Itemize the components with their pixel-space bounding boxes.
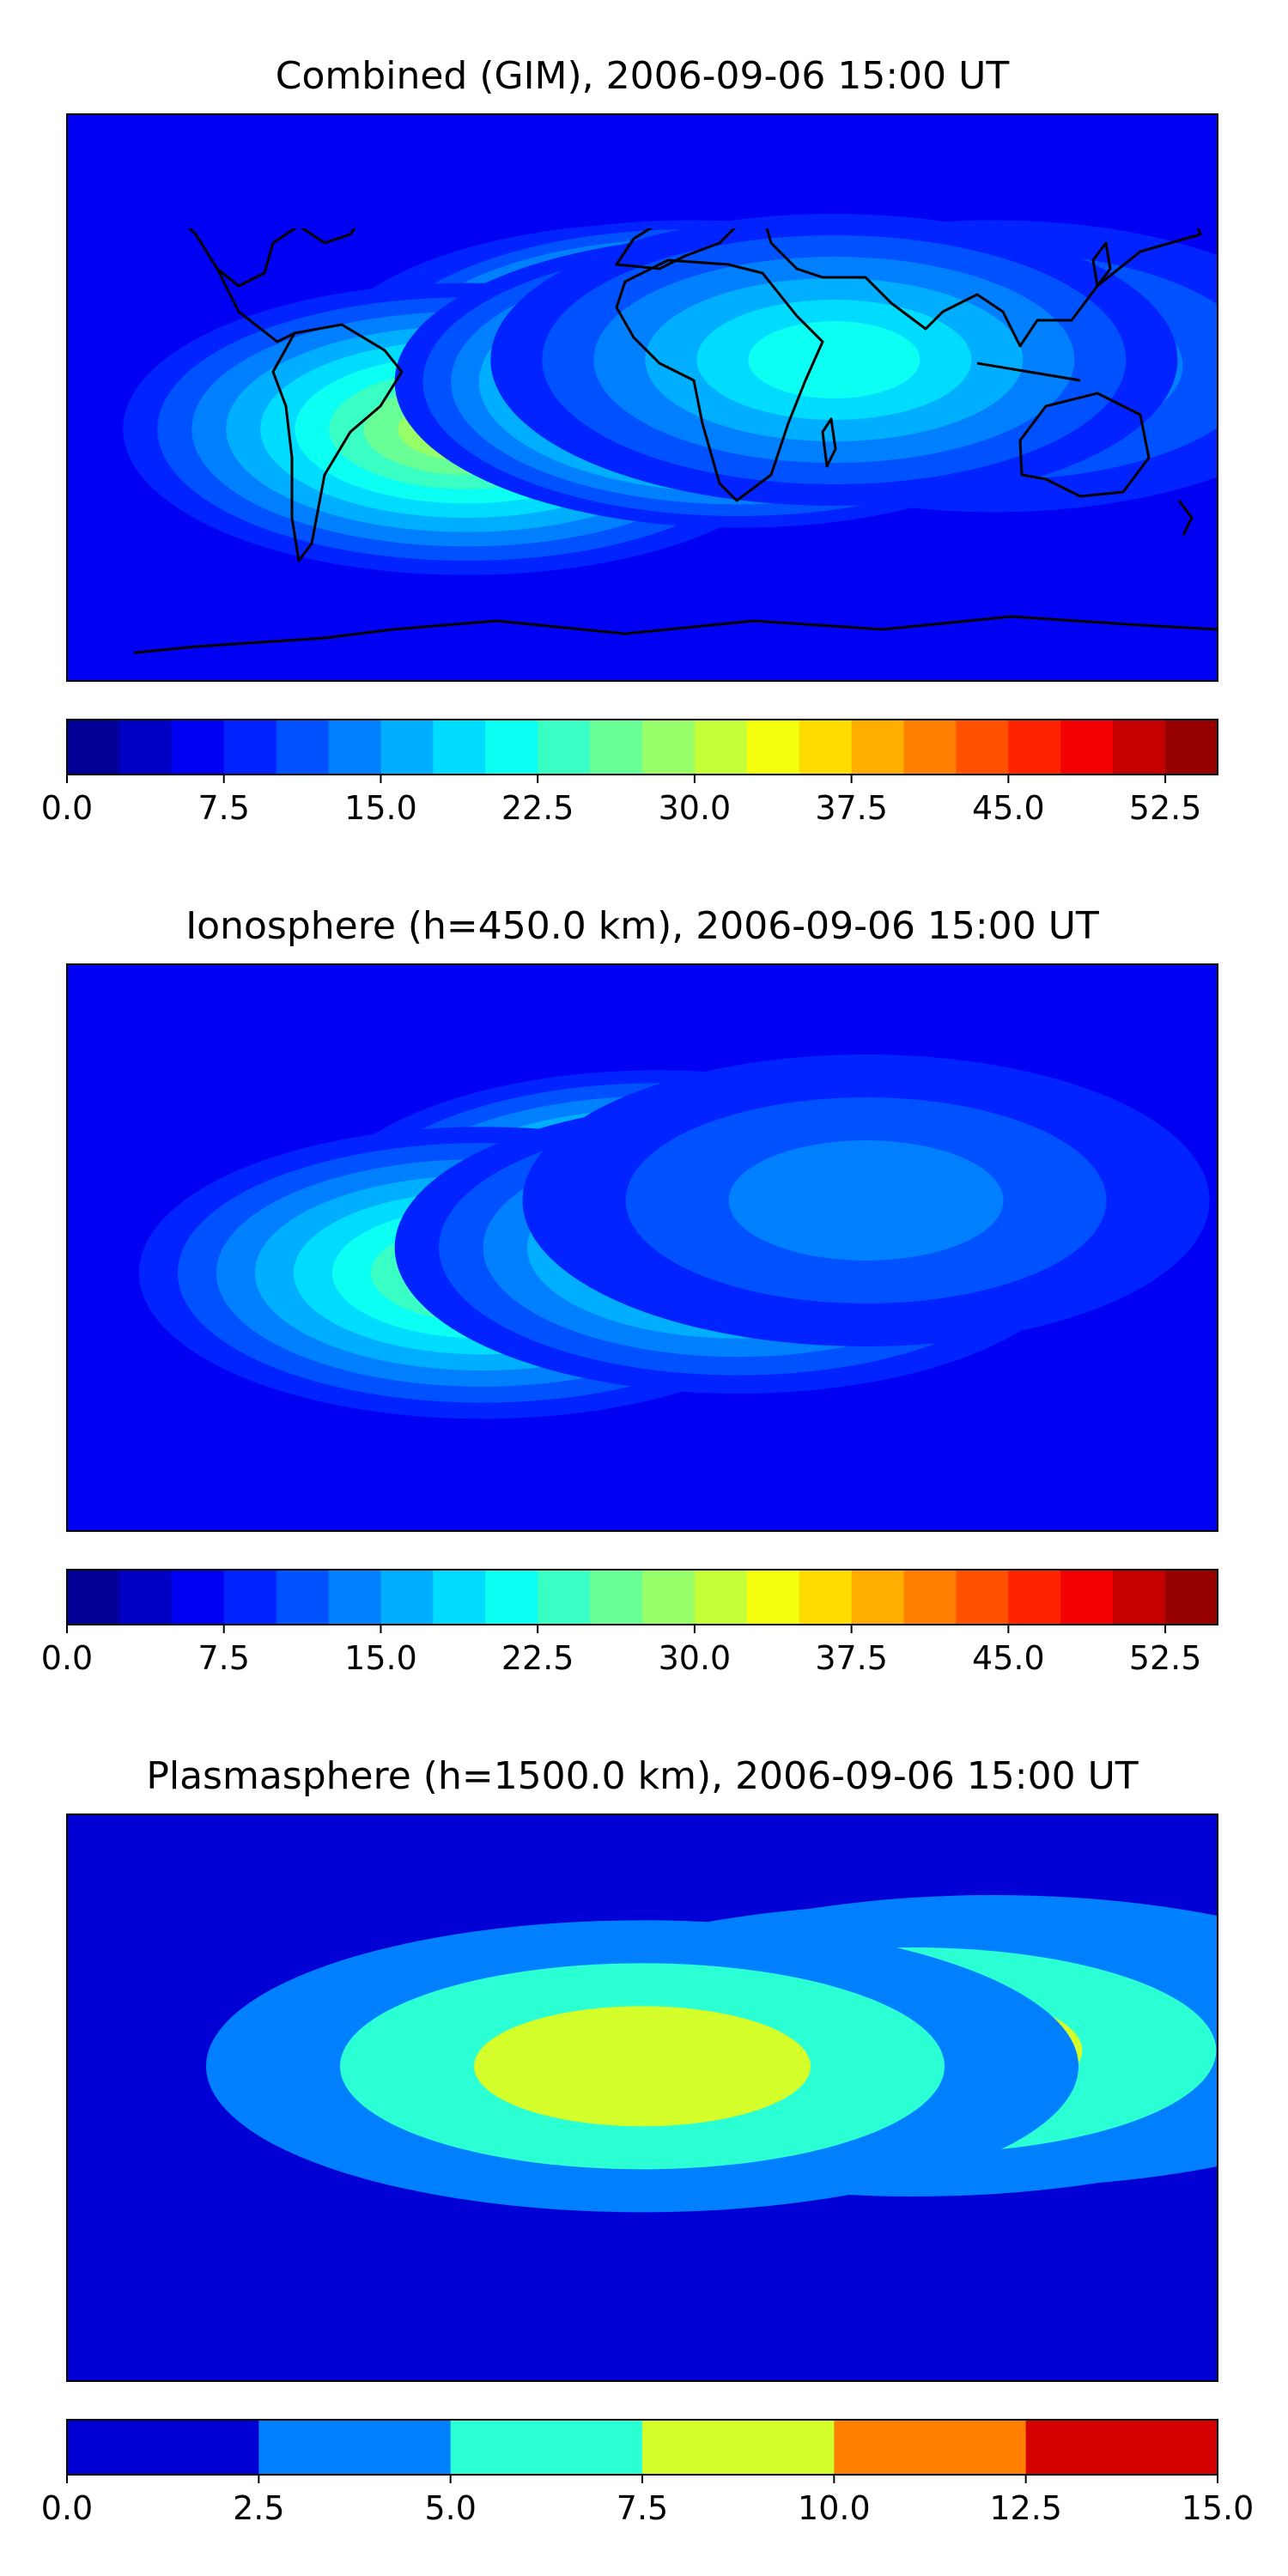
colorbar-tick-label: 15.0 [344,1639,417,1677]
colorbar-segment [1025,2420,1218,2475]
colorbar-segment [799,1570,853,1625]
colorbar-segment [538,1570,591,1625]
colorbar-segment [903,1570,957,1625]
colorbar-segment [328,720,381,775]
colorbar-segment [642,2420,835,2475]
panel-2-map [67,964,1218,1531]
colorbar-segment [450,2420,643,2475]
colorbar-tick-label: 37.5 [815,789,888,827]
colorbar-tick-label: 7.5 [198,789,250,827]
colorbar-segment [380,720,434,775]
colorbar-tick-label: 45.0 [972,1639,1045,1677]
colorbar-segment [746,720,800,775]
colorbar-segment [851,1570,905,1625]
panel-2-title: Ionosphere (h=450.0 km), 2006-09-06 15:0… [185,904,1099,948]
colorbar-segment [1165,1570,1218,1625]
panel-2-frame [66,963,1218,1532]
colorbar-segment [956,1570,1009,1625]
colorbar-segment [485,720,538,775]
colorbar-segment [67,1570,120,1625]
colorbar-segment [1113,720,1166,775]
colorbar-segment [642,1570,696,1625]
colorbar-segment [694,720,748,775]
contour-region [728,1140,1004,1261]
colorbar-tick-label: 0.0 [41,789,93,827]
colorbar-tick-label: 22.5 [501,789,574,827]
panel-3-map [67,1814,1218,2381]
colorbar-segment [433,1570,486,1625]
colorbar-segment [1113,1570,1166,1625]
colorbar-tick-label: 15.0 [1182,2489,1255,2527]
panel-1-frame [66,113,1218,682]
colorbar-segment [746,1570,800,1625]
panel-3-frame [66,1814,1218,2382]
colorbar-segment [118,720,173,775]
colorbar-tick-label: 0.0 [41,2489,93,2527]
colorbar-segment [276,720,330,775]
colorbar-segment [834,2420,1027,2475]
colorbar-segment [258,2420,452,2475]
colorbar-segment [328,1570,381,1625]
colorbar-tick-label: 30.0 [659,1639,732,1677]
colorbar-tick-label: 10.0 [798,2489,871,2527]
contour-region [748,321,920,398]
colorbar-segment [118,1570,173,1625]
colorbar-segment [67,720,120,775]
panel-1-title: Combined (GIM), 2006-09-06 15:00 UT [276,54,1010,98]
colorbar-segment [1060,720,1114,775]
colorbar-segment [851,720,905,775]
colorbar-segment [538,720,591,775]
colorbar-segment [223,720,277,775]
colorbar-tick-label: 52.5 [1129,789,1202,827]
colorbar-segment [590,720,643,775]
panel-1-map [67,114,1218,681]
colorbar-segment [171,1570,225,1625]
panel-3-colorbar: 0.0 2.5 5.0 7.5 10.0 12.5 15.0 [41,2419,1255,2527]
colorbar-tick-label: 45.0 [972,789,1045,827]
colorbar-segment [67,2420,259,2475]
colorbar-tick-label: 12.5 [989,2489,1062,2527]
colorbar-tick-label: 15.0 [344,789,417,827]
colorbar-segment [380,1570,434,1625]
colorbar-segment [956,720,1009,775]
colorbar-segment [223,1570,277,1625]
colorbar-frame [66,719,1218,775]
colorbar-segment [590,1570,643,1625]
colorbar-segment [642,720,696,775]
colorbar-segment [799,720,853,775]
colorbar-segment [903,720,957,775]
colorbar-segment [276,1570,330,1625]
colorbar-tick-label: 37.5 [815,1639,888,1677]
colorbar-tick-label: 22.5 [501,1639,574,1677]
colorbar-segment [1008,1570,1061,1625]
colorbar-segment [433,720,486,775]
panel-3-title: Plasmasphere (h=1500.0 km), 2006-09-06 1… [146,1754,1138,1798]
colorbar-tick-label: 5.0 [424,2489,476,2527]
colorbar-tick-label: 0.0 [41,1639,93,1677]
colorbar-tick-label: 2.5 [233,2489,284,2527]
colorbar-segment [1165,720,1218,775]
colorbar-tick-label: 7.5 [198,1639,250,1677]
panel-2-colorbar: 0.0 7.5 15.0 22.5 30.0 37.5 45.0 52.5 [41,1569,1218,1677]
colorbar-frame [66,1569,1218,1625]
panel-1-colorbar: 0.0 7.5 15.0 22.5 30.0 37.5 45.0 52.5 [41,719,1218,827]
colorbar-tick-label: 52.5 [1129,1639,1202,1677]
colorbar-segment [1008,720,1061,775]
contour-region [474,2006,811,2127]
colorbar-tick-label: 30.0 [659,789,732,827]
colorbar-segment [485,1570,538,1625]
colorbar-tick-label: 7.5 [617,2489,668,2527]
colorbar-segment [694,1570,748,1625]
colorbar-segment [1060,1570,1114,1625]
colorbar-segment [171,720,225,775]
